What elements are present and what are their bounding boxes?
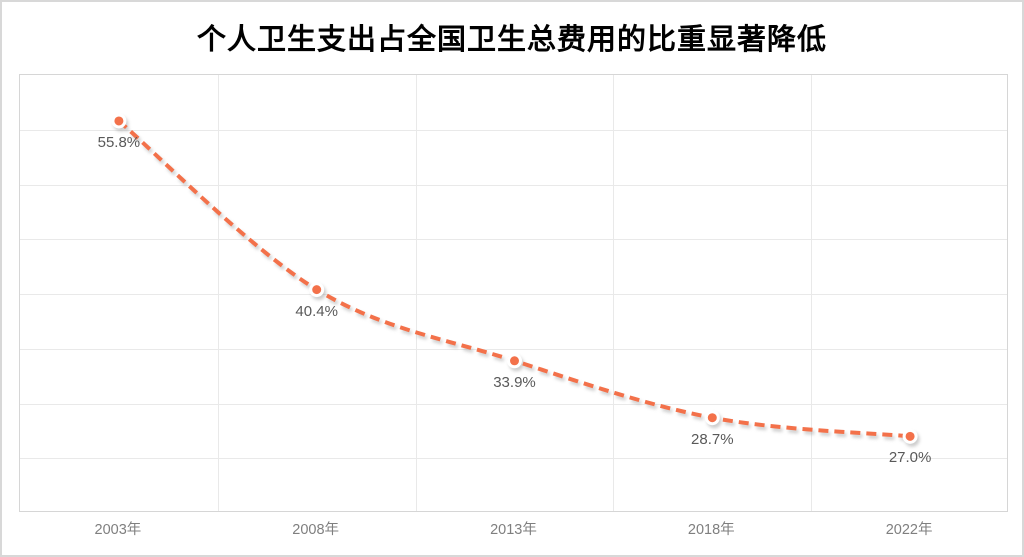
x-axis-label: 2018年 bbox=[687, 522, 735, 538]
v-gridline bbox=[613, 75, 615, 511]
h-gridline bbox=[20, 458, 1007, 460]
v-gridline bbox=[415, 75, 417, 511]
h-gridline bbox=[20, 348, 1007, 350]
v-gridline bbox=[217, 75, 219, 511]
x-axis: 2003年 2008年 2013年 2018年 2022年 bbox=[19, 516, 1008, 538]
chart-title: 个人卫生支出占全国卫生总费用的比重显著降低 bbox=[196, 24, 827, 56]
h-gridline bbox=[20, 129, 1007, 131]
x-axis-label: 2003年 bbox=[94, 522, 142, 538]
x-axis-label: 2022年 bbox=[885, 522, 933, 538]
line-series-svg bbox=[111, 113, 918, 444]
v-gridline bbox=[811, 75, 813, 511]
data-point-marker bbox=[704, 410, 720, 426]
data-point-marker bbox=[902, 428, 918, 444]
x-axis-label: 2013年 bbox=[490, 522, 537, 538]
h-gridline bbox=[20, 294, 1007, 295]
h-gridline bbox=[20, 184, 1007, 186]
h-gridline bbox=[20, 239, 1007, 241]
dashed-line-series bbox=[111, 113, 918, 444]
data-point-marker bbox=[507, 353, 522, 369]
plot-area: 55.8% 40.4% 33.9% 28.7% 27.0% bbox=[19, 74, 1008, 512]
h-gridline bbox=[20, 403, 1007, 405]
data-point-marker bbox=[309, 282, 325, 298]
data-point-marker bbox=[111, 113, 127, 129]
x-axis-label: 2008年 bbox=[292, 522, 340, 538]
trend-line bbox=[117, 119, 911, 439]
